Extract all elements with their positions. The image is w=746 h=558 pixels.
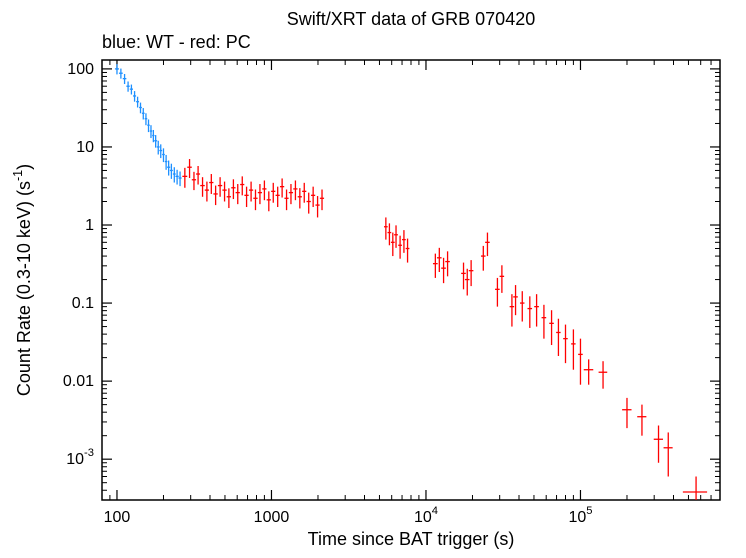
- chart-container: 100 1000 104 105 10-3 0.01 0.1 1 10 100 Swift/XRT …: [0, 0, 746, 558]
- svg-text:0.1: 0.1: [72, 295, 94, 312]
- svg-text:1000: 1000: [254, 509, 290, 526]
- svg-text:Time since BAT trigger (s): Time since BAT trigger (s): [308, 529, 515, 549]
- chart-svg: 100 1000 104 105 10-3 0.01 0.1 1 10 100 Swift/XRT …: [0, 0, 746, 558]
- svg-text:0.01: 0.01: [63, 373, 94, 390]
- svg-text:105: 105: [568, 505, 592, 526]
- svg-text:Swift/XRT data of GRB 070420: Swift/XRT data of GRB 070420: [287, 9, 535, 29]
- svg-text:10: 10: [76, 139, 94, 156]
- svg-text:100: 100: [67, 61, 94, 78]
- svg-text:blue: WT - red: PC: blue: WT - red: PC: [102, 32, 251, 52]
- svg-text:10-3: 10-3: [66, 447, 94, 468]
- svg-text:104: 104: [414, 505, 438, 526]
- svg-text:100: 100: [104, 509, 131, 526]
- svg-text:Count Rate (0.3-10 keV) (s-1): Count Rate (0.3-10 keV) (s-1): [11, 164, 34, 396]
- svg-text:1: 1: [85, 217, 94, 234]
